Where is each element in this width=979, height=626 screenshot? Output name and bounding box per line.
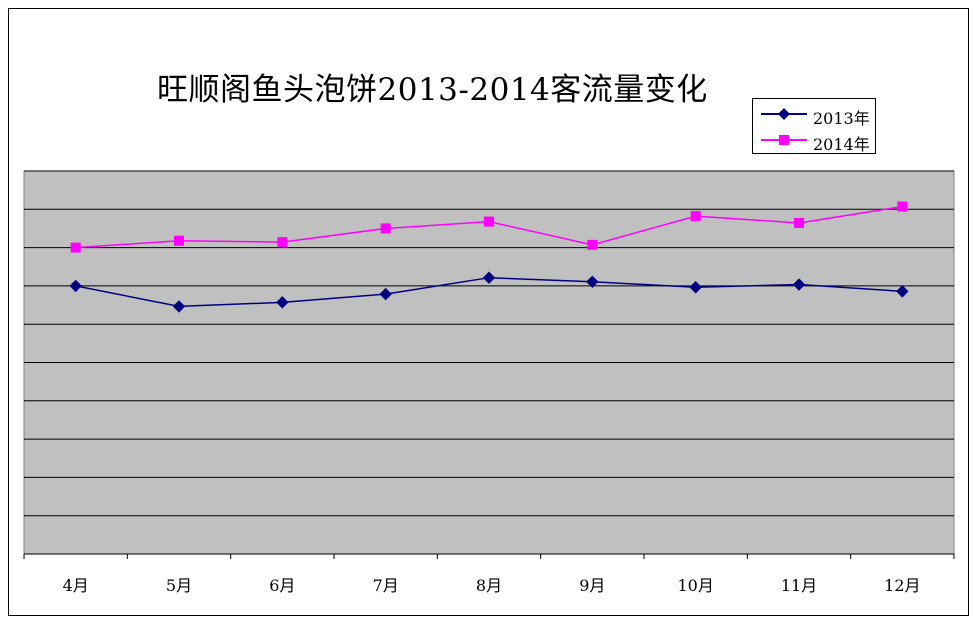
data-point	[172, 300, 186, 313]
data-point	[689, 281, 702, 294]
legend-item-2014: 2014年	[753, 129, 877, 154]
data-point	[379, 287, 392, 301]
data-point	[792, 278, 806, 291]
x-tick-label: 5月	[166, 576, 192, 595]
data-point	[380, 223, 391, 234]
data-point	[586, 275, 599, 289]
data-point	[277, 237, 288, 248]
data-point	[587, 239, 598, 250]
data-point	[690, 211, 701, 222]
legend-label-2013: 2013年	[813, 109, 870, 128]
chart-legend: 2013年 2014年	[752, 98, 876, 154]
legend-swatch-diamond-icon	[761, 108, 807, 120]
data-point	[174, 235, 184, 246]
chart-title: 旺顺阁鱼头泡饼2013-2014客流量变化	[157, 72, 708, 108]
series-layer	[69, 201, 909, 313]
x-tick-label: 4月	[63, 576, 89, 595]
data-point	[794, 217, 804, 228]
data-point	[276, 296, 289, 309]
x-tick-label: 6月	[269, 576, 295, 595]
x-tick-label: 9月	[579, 576, 605, 595]
x-tick-label: 12月	[884, 576, 920, 595]
x-tick-label: 11月	[781, 576, 817, 595]
legend-label-2014: 2014年	[813, 135, 870, 154]
data-point	[896, 285, 909, 298]
x-tick-label: 7月	[373, 576, 399, 595]
x-axis: 4月 5月 6月 7月 8月 9月 10月 11月 12月	[23, 553, 955, 595]
data-point	[70, 242, 81, 253]
data-point	[484, 216, 494, 227]
data-point	[897, 201, 908, 212]
x-tick-label: 8月	[476, 576, 502, 595]
data-point	[69, 279, 82, 293]
data-point	[482, 271, 496, 284]
legend-swatch-square-icon	[761, 135, 807, 145]
legend-item-2013: 2013年	[753, 103, 877, 128]
x-tick-label: 10月	[677, 576, 713, 595]
